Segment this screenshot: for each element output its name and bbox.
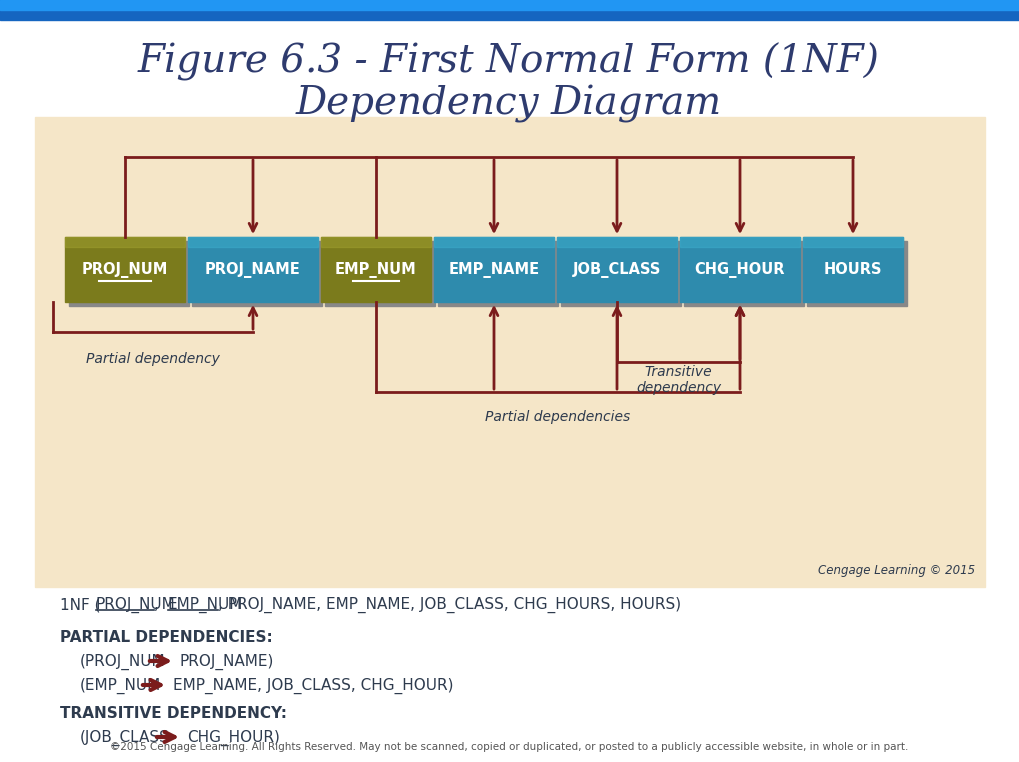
Text: CHG_HOUR: CHG_HOUR <box>695 261 786 277</box>
Bar <box>680 237 800 247</box>
Bar <box>321 237 431 302</box>
Bar <box>557 237 677 302</box>
Bar <box>434 237 554 302</box>
Bar <box>0 0 1019 20</box>
Text: Dependency Diagram: Dependency Diagram <box>296 85 722 123</box>
Bar <box>807 241 907 306</box>
Bar <box>187 237 318 247</box>
Text: (JOB_CLASS: (JOB_CLASS <box>81 730 170 746</box>
Text: CHG_HOUR): CHG_HOUR) <box>187 730 280 746</box>
Bar <box>438 241 558 306</box>
Bar <box>680 237 800 302</box>
Text: EMP_NUM: EMP_NUM <box>168 597 244 613</box>
Text: PROJ_NAME: PROJ_NAME <box>205 261 301 277</box>
Text: EMP_NAME, JOB_CLASS, CHG_HOUR): EMP_NAME, JOB_CLASS, CHG_HOUR) <box>173 678 453 694</box>
Bar <box>561 241 681 306</box>
Bar <box>35 117 985 587</box>
Text: PROJ_NUM: PROJ_NUM <box>96 597 175 613</box>
Text: 1NF (: 1NF ( <box>60 597 101 612</box>
Bar <box>684 241 804 306</box>
Text: JOB_CLASS: JOB_CLASS <box>573 261 661 277</box>
Text: HOURS: HOURS <box>823 262 882 277</box>
Text: EMP_NUM: EMP_NUM <box>335 261 417 277</box>
Bar <box>557 237 677 247</box>
Bar <box>803 237 903 247</box>
Bar <box>434 237 554 247</box>
Bar <box>192 241 322 306</box>
Text: , PROJ_NAME, EMP_NAME, JOB_CLASS, CHG_HOURS, HOURS): , PROJ_NAME, EMP_NAME, JOB_CLASS, CHG_HO… <box>218 597 682 613</box>
Text: Partial dependency: Partial dependency <box>86 352 220 366</box>
Text: (EMP_NUM: (EMP_NUM <box>81 678 161 694</box>
Bar <box>325 241 435 306</box>
Bar <box>65 237 185 302</box>
Bar <box>803 237 903 302</box>
Bar <box>69 241 189 306</box>
Text: ©2015 Cengage Learning. All Rights Reserved. May not be scanned, copied or dupli: ©2015 Cengage Learning. All Rights Reser… <box>110 742 908 752</box>
Text: ,: , <box>154 597 163 612</box>
Bar <box>65 237 185 247</box>
Text: Cengage Learning © 2015: Cengage Learning © 2015 <box>818 564 975 577</box>
Text: EMP_NAME: EMP_NAME <box>448 261 540 277</box>
Text: PROJ_NAME): PROJ_NAME) <box>180 654 274 671</box>
Text: PROJ_NUM: PROJ_NUM <box>82 261 168 277</box>
Bar <box>321 237 431 247</box>
Text: Transitive
dependency: Transitive dependency <box>636 365 721 395</box>
Text: Figure 6.3 - First Normal Form (1NF): Figure 6.3 - First Normal Form (1NF) <box>138 43 880 82</box>
Text: Partial dependencies: Partial dependencies <box>485 410 631 424</box>
Text: PARTIAL DEPENDENCIES:: PARTIAL DEPENDENCIES: <box>60 630 273 645</box>
Bar <box>0 0 1019 10</box>
Bar <box>187 237 318 302</box>
Text: (PROJ_NUM: (PROJ_NUM <box>81 654 166 671</box>
Text: TRANSITIVE DEPENDENCY:: TRANSITIVE DEPENDENCY: <box>60 706 287 721</box>
